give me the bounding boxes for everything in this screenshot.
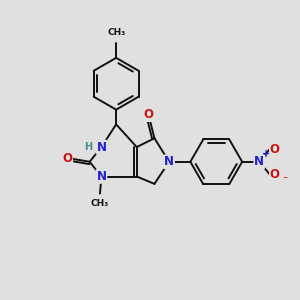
Text: N: N bbox=[164, 155, 174, 168]
Text: CH₃: CH₃ bbox=[107, 28, 125, 37]
Text: ⁻: ⁻ bbox=[282, 175, 287, 185]
Text: O: O bbox=[143, 108, 154, 121]
Text: N: N bbox=[254, 155, 264, 168]
Text: CH₃: CH₃ bbox=[91, 199, 109, 208]
Text: N: N bbox=[96, 170, 106, 183]
Text: O: O bbox=[270, 143, 280, 156]
Text: N: N bbox=[96, 141, 106, 154]
Text: O: O bbox=[62, 152, 72, 165]
Text: O: O bbox=[270, 168, 280, 181]
Text: H: H bbox=[85, 142, 93, 152]
Text: +: + bbox=[262, 148, 270, 158]
